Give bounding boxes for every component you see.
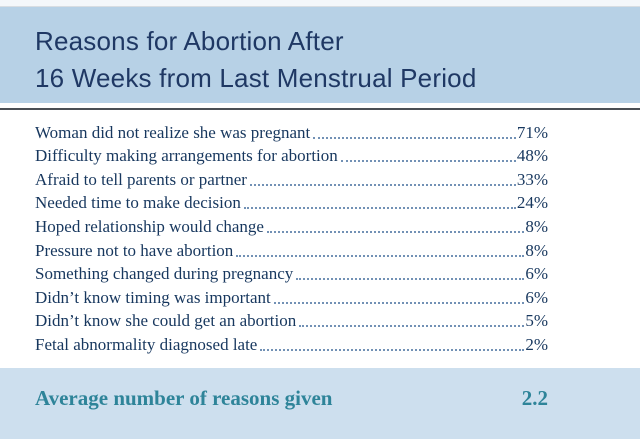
average-value: 2.2 <box>521 386 548 410</box>
reason-row: Fetal abnormality diagnosed late 2% <box>35 331 548 355</box>
dot-leader <box>249 183 516 186</box>
reason-row: Pressure not to have abortion 8% <box>35 237 548 261</box>
reason-value: 6% <box>525 264 548 284</box>
reason-row: Hoped relationship would change 8% <box>35 213 548 237</box>
dot-leader <box>260 348 525 351</box>
reason-value: 24% <box>516 193 548 213</box>
slide-header: Reasons for Abortion After 16 Weeks from… <box>0 7 640 103</box>
dot-leader <box>266 230 525 233</box>
reason-row: Woman did not realize she was pregnant 71… <box>35 119 548 143</box>
reason-label: Fetal abnormality diagnosed late <box>35 334 258 354</box>
dot-leader <box>340 160 516 163</box>
slide-footer: Average number of reasons given 2.2 <box>0 368 640 439</box>
reason-value: 33% <box>516 169 548 189</box>
dot-leader <box>243 207 516 210</box>
slide-title: Reasons for Abortion After 16 Weeks from… <box>35 23 620 97</box>
reason-value: 2% <box>525 334 548 354</box>
reason-value: 8% <box>525 240 548 260</box>
slide-body: Woman did not realize she was pregnant 71… <box>0 110 640 368</box>
header-divider <box>0 108 640 110</box>
reasons-list: Woman did not realize she was pregnant 71… <box>35 119 548 355</box>
reason-label: Pressure not to have abortion <box>35 240 234 260</box>
reason-label: Difficulty making arrangements for abort… <box>35 146 338 166</box>
reason-label: Needed time to make decision <box>35 193 241 213</box>
reason-label: Something changed during pregnancy <box>35 264 294 284</box>
reason-label: Woman did not realize she was pregnant <box>35 122 311 142</box>
title-line-2: 16 Weeks from Last Menstrual Period <box>35 63 477 93</box>
header-gap <box>0 103 640 108</box>
reason-value: 6% <box>525 287 548 307</box>
title-line-1: Reasons for Abortion After <box>35 26 344 56</box>
reason-row: Afraid to tell parents or partner 33% <box>35 166 548 190</box>
reason-value: 71% <box>516 122 548 142</box>
reason-label: Didn’t know timing was important <box>35 287 271 307</box>
slide-top-edge <box>0 0 640 7</box>
reason-row: Something changed during pregnancy 6% <box>35 261 548 285</box>
reason-label: Afraid to tell parents or partner <box>35 169 247 189</box>
reason-value: 5% <box>525 311 548 331</box>
reason-row: Needed time to make decision 24% <box>35 190 548 214</box>
reason-label: Hoped relationship would change <box>35 216 264 236</box>
dot-leader <box>273 301 525 304</box>
reason-row: Difficulty making arrangements for abort… <box>35 143 548 167</box>
reason-row: Didn’t know timing was important 6% <box>35 284 548 308</box>
reason-label: Didn’t know she could get an abortion <box>35 311 297 331</box>
reason-value: 8% <box>525 216 548 236</box>
reason-row: Didn’t know she could get an abortion 5% <box>35 308 548 332</box>
reason-value: 48% <box>516 146 548 166</box>
dot-leader <box>299 325 525 328</box>
dot-leader <box>313 136 516 139</box>
dot-leader <box>236 254 525 257</box>
average-label: Average number of reasons given <box>35 386 333 410</box>
dot-leader <box>296 278 525 281</box>
